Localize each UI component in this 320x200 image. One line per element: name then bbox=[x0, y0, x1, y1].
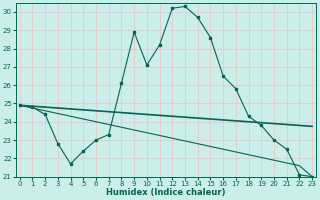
X-axis label: Humidex (Indice chaleur): Humidex (Indice chaleur) bbox=[106, 188, 226, 197]
